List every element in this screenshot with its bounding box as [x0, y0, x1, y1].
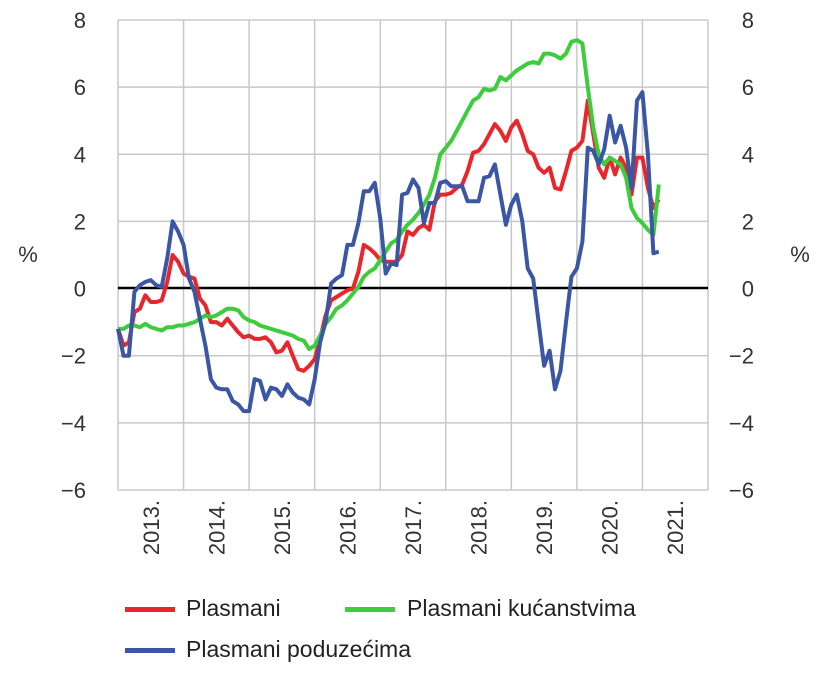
- y-tick-label-right: −6: [729, 478, 754, 503]
- legend-swatch-plasmani-kucanstvima: [345, 607, 395, 612]
- y-axis-right: 8 6 4 2 0 −2 −4 −6: [729, 8, 754, 503]
- x-tick-label: 2017.: [401, 500, 426, 555]
- y-tick-label-left: 8: [74, 8, 86, 33]
- y-tick-label-right: 4: [742, 142, 754, 167]
- series-line-0: [116, 98, 661, 373]
- legend-label-plasmani-kucanstvima: Plasmani kućanstvima: [407, 595, 636, 621]
- x-tick-label: 2013.: [139, 500, 164, 555]
- y-tick-label-left: 6: [74, 75, 86, 100]
- y-tick-label-right: 2: [742, 209, 754, 234]
- series-group: [116, 38, 661, 414]
- y-tick-label-left: 4: [74, 142, 86, 167]
- y-tick-label-left: −6: [61, 478, 86, 503]
- y-axis-label-right: %: [790, 242, 810, 267]
- series-line-2: [116, 90, 660, 414]
- legend-label-plasmani-poduzecima: Plasmani poduzećima: [186, 636, 412, 662]
- y-tick-label-right: 0: [742, 277, 754, 302]
- legend-swatch-plasmani-poduzecima: [125, 648, 175, 653]
- y-tick-label-right: 6: [742, 75, 754, 100]
- grid: [117, 19, 709, 491]
- x-tick-label: 2021.: [663, 500, 688, 555]
- y-axis-left: 8 6 4 2 0 −2 −4 −6: [61, 8, 86, 503]
- x-tick-label: 2016.: [335, 500, 360, 555]
- y-tick-label-left: 2: [74, 209, 86, 234]
- y-axis-label-left: %: [18, 242, 38, 267]
- y-tick-label-right: −2: [729, 344, 754, 369]
- y-tick-label-right: 8: [742, 8, 754, 33]
- y-tick-label-right: −4: [729, 411, 754, 436]
- x-tick-label: 2018.: [467, 500, 492, 555]
- series-line-1: [118, 38, 661, 351]
- y-tick-label-left: −4: [61, 411, 86, 436]
- x-tick-label: 2020.: [598, 500, 623, 555]
- legend-swatch-plasmani: [125, 607, 175, 612]
- x-tick-label: 2014.: [204, 500, 229, 555]
- y-tick-label-left: −2: [61, 344, 86, 369]
- x-tick-label: 2019.: [532, 500, 557, 555]
- legend-label-plasmani: Plasmani: [186, 595, 281, 621]
- x-tick-label: 2015.: [270, 500, 295, 555]
- y-tick-label-left: 0: [74, 277, 86, 302]
- x-axis: 2013. 2014. 2015. 2016. 2017. 2018. 2019. 2020.…: [139, 500, 688, 555]
